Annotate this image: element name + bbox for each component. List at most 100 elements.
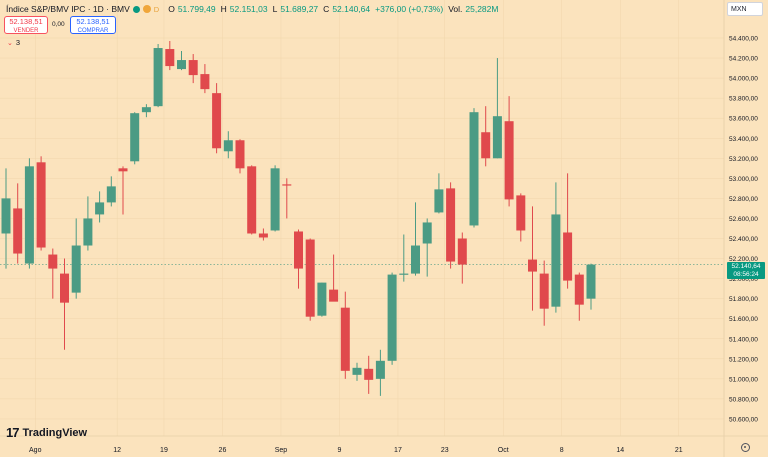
candle [329,254,339,302]
candle [469,108,479,228]
candle-body [329,289,339,302]
low-value: 51.689,27 [280,4,319,14]
high-label: H [220,4,227,14]
sell-label: VENDER [13,27,39,34]
candle-body [141,107,151,113]
candle [387,272,397,365]
currency-selector[interactable]: MXN [727,2,763,16]
candle-body [130,113,140,162]
price-tick-label: 50.600,00 [729,416,758,423]
price-tick-label: 50.800,00 [729,396,758,403]
candle-body [469,112,479,226]
candle [95,191,105,223]
candle-body [528,259,537,272]
price-tick-label: 52.000,00 [729,276,758,283]
time-tick-label: 21 [675,447,683,454]
candle [153,44,163,108]
candle-body [294,231,303,269]
candle [294,229,303,289]
candle-body [446,188,456,262]
candle [528,206,537,311]
time-tick-label: 14 [616,447,624,454]
candle-body [188,60,198,76]
brand-name: TradingView [22,426,88,439]
candle [24,158,34,269]
candle [130,112,140,165]
buy-price: 52.138,51 [76,17,110,26]
symbol-title[interactable]: Índice S&P/BMV IPC · 1D · BMV [6,4,130,14]
market-open-dot-icon [132,5,140,13]
tradingview-logo[interactable]: 17 TradingView [6,425,87,440]
candle-body [586,264,596,299]
candle [258,228,268,241]
candle [212,83,222,154]
candle-body [36,162,46,248]
candle [141,104,151,118]
candle-body [118,168,128,172]
price-tick-label: 53.200,00 [729,156,758,163]
candle [504,96,514,207]
open-value: 51.799,49 [177,4,216,14]
time-tick-label: Oct [498,447,509,454]
candle [317,282,327,317]
status-letter: D [153,4,160,14]
candle [71,218,81,299]
sell-price: 52.138,51 [9,17,43,26]
time-tick-label: 23 [441,447,449,454]
candle-body [563,232,573,281]
candle [492,58,502,159]
price-tick-label: 51.800,00 [729,296,758,303]
sell-button[interactable]: 52.138,51 VENDER [4,16,48,34]
candle-body [212,93,222,149]
candle-body [165,49,175,67]
candle-body [177,60,186,70]
candle [399,234,409,282]
indicators-toggle[interactable]: ⌄ 3 [7,38,20,47]
price-tick-label: 53.000,00 [729,176,758,183]
candle [48,248,58,299]
time-tick-label: 17 [394,447,402,454]
high-value: 52.151,03 [229,4,268,14]
candle-body [247,166,257,234]
candle-body [340,307,350,371]
candle [223,131,233,159]
gear-icon[interactable] [741,443,750,452]
candle [364,355,374,394]
candle-body [457,238,467,265]
indicator-count: 3 [15,38,21,47]
time-tick-label: 8 [560,447,564,454]
candle [516,193,526,242]
candle [36,156,46,251]
last-price-label: 52.140,64 08:56:24 [727,262,765,279]
candle [247,165,257,235]
candle-body [551,214,561,307]
buy-button[interactable]: 52.138,51 COMPRAR [70,16,116,34]
candle-body [305,239,315,317]
last-price-value: 52.140,64 [731,263,761,270]
bar-countdown: 08:56:24 [733,271,759,278]
candle [563,173,573,289]
candle-body [387,274,397,361]
price-tick-label: 52.400,00 [729,236,758,243]
candle [305,238,315,321]
candle-body [375,360,385,379]
price-tick-label: 53.800,00 [729,96,758,103]
price-tick-label: 53.600,00 [729,116,758,123]
volume-value: 25,282M [465,4,499,14]
candle-body [270,168,280,231]
candle-body [235,140,245,169]
candle-body [258,233,268,238]
price-tick-label: 52.600,00 [729,216,758,223]
candle-body [434,189,444,213]
price-tick-label: 54.200,00 [729,56,758,63]
candle-body [153,48,163,107]
candle-body [422,222,432,244]
price-tick-label: 52.200,00 [729,256,758,263]
candle [422,218,432,277]
chevron-down-icon: ⌄ [7,40,13,47]
change-value: +376,00 (+0,73%) [375,4,444,14]
candle-body [411,245,420,274]
candle [586,263,596,310]
candle-body [504,121,514,200]
